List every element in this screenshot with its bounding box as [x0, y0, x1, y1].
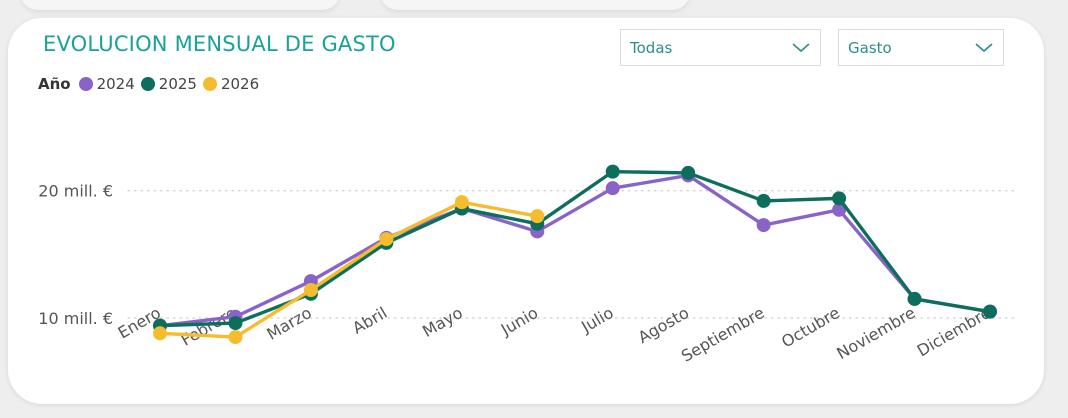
data-point-2025 [605, 164, 620, 179]
x-tick-label: Junio [497, 303, 541, 340]
data-point-2026 [379, 232, 394, 247]
legend-label-2026: 2026 [220, 75, 260, 93]
legend-dot-2026 [202, 77, 217, 91]
legend-dot-2024 [78, 77, 93, 91]
data-point-2024 [832, 202, 847, 217]
y-tick-label: 20 mill. € [38, 182, 113, 201]
legend-item-2025[interactable]: 2025 [140, 75, 197, 93]
background-panel-right [380, 0, 690, 10]
series-line-2026 [158, 200, 539, 339]
legend-dot-2025 [140, 77, 155, 91]
line-chart: 10 mill. €20 mill. €Enero Febrero Marzo Abr… [38, 164, 1019, 366]
chevron-down-icon [792, 43, 810, 53]
data-point-2026 [530, 209, 545, 224]
x-tick-label: Octubre [778, 303, 843, 351]
legend-title: Año [38, 75, 71, 93]
chart-title: EVOLUCION MENSUAL DE GASTO [43, 32, 396, 56]
data-point-2025 [907, 291, 922, 306]
data-point-2025 [983, 304, 997, 319]
series-line-2025 [158, 169, 992, 328]
chevron-down-icon [975, 43, 993, 53]
background-panel-left [20, 0, 340, 10]
x-tick-label: Septiembre [678, 303, 768, 366]
series-line-2024 [158, 173, 992, 328]
metric-filter-value: Gasto [848, 38, 892, 57]
data-point-2026 [153, 326, 167, 341]
x-tick-label: Noviembre [833, 303, 918, 363]
data-point-2024 [605, 181, 620, 196]
chart-card: EVOLUCION MENSUAL DE GASTO Año 2024 2025… [8, 18, 1044, 404]
legend-label-2024: 2024 [96, 75, 135, 93]
data-point-2026 [454, 195, 469, 210]
x-tick-label: Agosto [635, 303, 692, 347]
legend-label-2025: 2025 [158, 75, 197, 93]
y-tick-label: 10 mill. € [38, 309, 113, 328]
x-tick-label: Abril [349, 303, 390, 338]
category-filter-value: Todas [630, 38, 673, 57]
data-point-2026 [303, 283, 318, 297]
chart-legend: Año 2024 2025 2026 [38, 74, 265, 94]
data-point-2025 [832, 191, 847, 206]
data-point-2024 [756, 218, 771, 233]
metric-filter-dropdown[interactable]: Gasto [838, 29, 1004, 66]
x-tick-label: Julio [577, 303, 616, 337]
data-point-2025 [681, 165, 696, 180]
category-filter-dropdown[interactable]: Todas [620, 29, 821, 66]
legend-item-2026[interactable]: 2026 [202, 75, 260, 93]
x-tick-label: Mayo [419, 303, 466, 341]
data-point-2025 [228, 316, 243, 331]
legend-item-2024[interactable]: 2024 [78, 75, 135, 93]
data-point-2025 [756, 193, 771, 208]
data-point-2026 [228, 330, 243, 345]
